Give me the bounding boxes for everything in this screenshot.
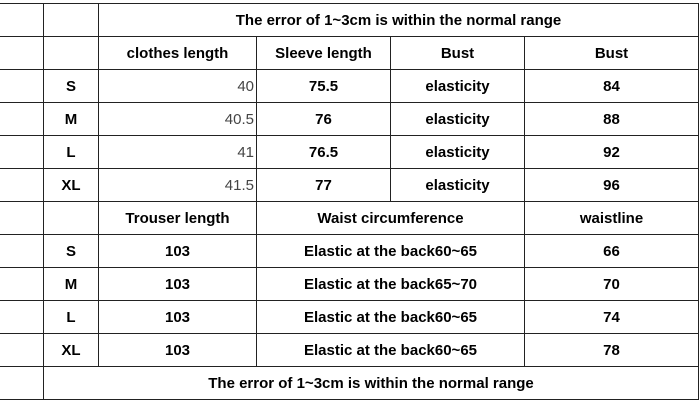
- cell: 41: [98, 135, 257, 169]
- empty-cell: [0, 201, 44, 235]
- size-table: The error of 1~3cm is within the normal …: [0, 3, 699, 400]
- table-body: The error of 1~3cm is within the normal …: [0, 3, 699, 400]
- table-row: XL 103 Elastic at the back60~65 78: [0, 333, 699, 367]
- table-row: L 103 Elastic at the back60~65 74: [0, 300, 699, 334]
- cell: Bust: [524, 36, 699, 70]
- cell: 77: [256, 168, 391, 202]
- cell: waistline: [524, 201, 699, 235]
- cell: elasticity: [390, 168, 525, 202]
- cell: elasticity: [390, 135, 525, 169]
- cell: 103: [98, 300, 257, 334]
- empty-cell: [0, 69, 44, 103]
- cell: 103: [98, 333, 257, 367]
- empty-cell: [0, 102, 44, 136]
- cell: 76: [256, 102, 391, 136]
- table-row: The error of 1~3cm is within the normal …: [0, 366, 699, 400]
- cell: 96: [524, 168, 699, 202]
- cell: 70: [524, 267, 699, 301]
- cell: M: [43, 267, 99, 301]
- cell: elasticity: [390, 69, 525, 103]
- table-row: M 40.5 76 elasticity 88: [0, 102, 699, 136]
- empty-cell: [0, 168, 44, 202]
- table-row: The error of 1~3cm is within the normal …: [0, 3, 699, 37]
- cell: XL: [43, 168, 99, 202]
- cell: Waist circumference: [256, 201, 525, 235]
- cell: Sleeve length: [256, 36, 391, 70]
- table-row: S 40 75.5 elasticity 84: [0, 69, 699, 103]
- cell: Elastic at the back60~65: [256, 234, 525, 268]
- cell: Elastic at the back60~65: [256, 333, 525, 367]
- cell: 103: [98, 267, 257, 301]
- empty-cell: [0, 267, 44, 301]
- cell: 88: [524, 102, 699, 136]
- cell: L: [43, 135, 99, 169]
- table-row: S 103 Elastic at the back60~65 66: [0, 234, 699, 268]
- cell: Elastic at the back65~70: [256, 267, 525, 301]
- table-row: L 41 76.5 elasticity 92: [0, 135, 699, 169]
- cell: Trouser length: [98, 201, 257, 235]
- cell: 76.5: [256, 135, 391, 169]
- cell: 92: [524, 135, 699, 169]
- empty-cell: [0, 3, 44, 37]
- empty-cell: [43, 3, 99, 37]
- empty-cell: [0, 36, 44, 70]
- empty-cell: [0, 333, 44, 367]
- cell: 41.5: [98, 168, 257, 202]
- cell: 78: [524, 333, 699, 367]
- cell: 84: [524, 69, 699, 103]
- empty-cell: [0, 135, 44, 169]
- empty-cell: [0, 300, 44, 334]
- cell: 40: [98, 69, 257, 103]
- cell: 75.5: [256, 69, 391, 103]
- cell: Elastic at the back60~65: [256, 300, 525, 334]
- cell: 40.5: [98, 102, 257, 136]
- cell: The error of 1~3cm is within the normal …: [43, 366, 699, 400]
- empty-cell: [0, 366, 44, 400]
- cell: M: [43, 102, 99, 136]
- cell: XL: [43, 333, 99, 367]
- cell: 74: [524, 300, 699, 334]
- cell: Bust: [390, 36, 525, 70]
- cell: The error of 1~3cm is within the normal …: [98, 3, 699, 37]
- cell: clothes length: [98, 36, 257, 70]
- table-row: XL 41.5 77 elasticity 96: [0, 168, 699, 202]
- empty-cell: [43, 36, 99, 70]
- cell: S: [43, 69, 99, 103]
- cell: 66: [524, 234, 699, 268]
- cell: S: [43, 234, 99, 268]
- cell: L: [43, 300, 99, 334]
- cell: 103: [98, 234, 257, 268]
- table-row: Trouser length Waist circumference waistli…: [0, 201, 699, 235]
- empty-cell: [43, 201, 99, 235]
- table-row: M 103 Elastic at the back65~70 70: [0, 267, 699, 301]
- table-row: clothes length Sleeve length Bust Bust: [0, 36, 699, 70]
- cell: elasticity: [390, 102, 525, 136]
- empty-cell: [0, 234, 44, 268]
